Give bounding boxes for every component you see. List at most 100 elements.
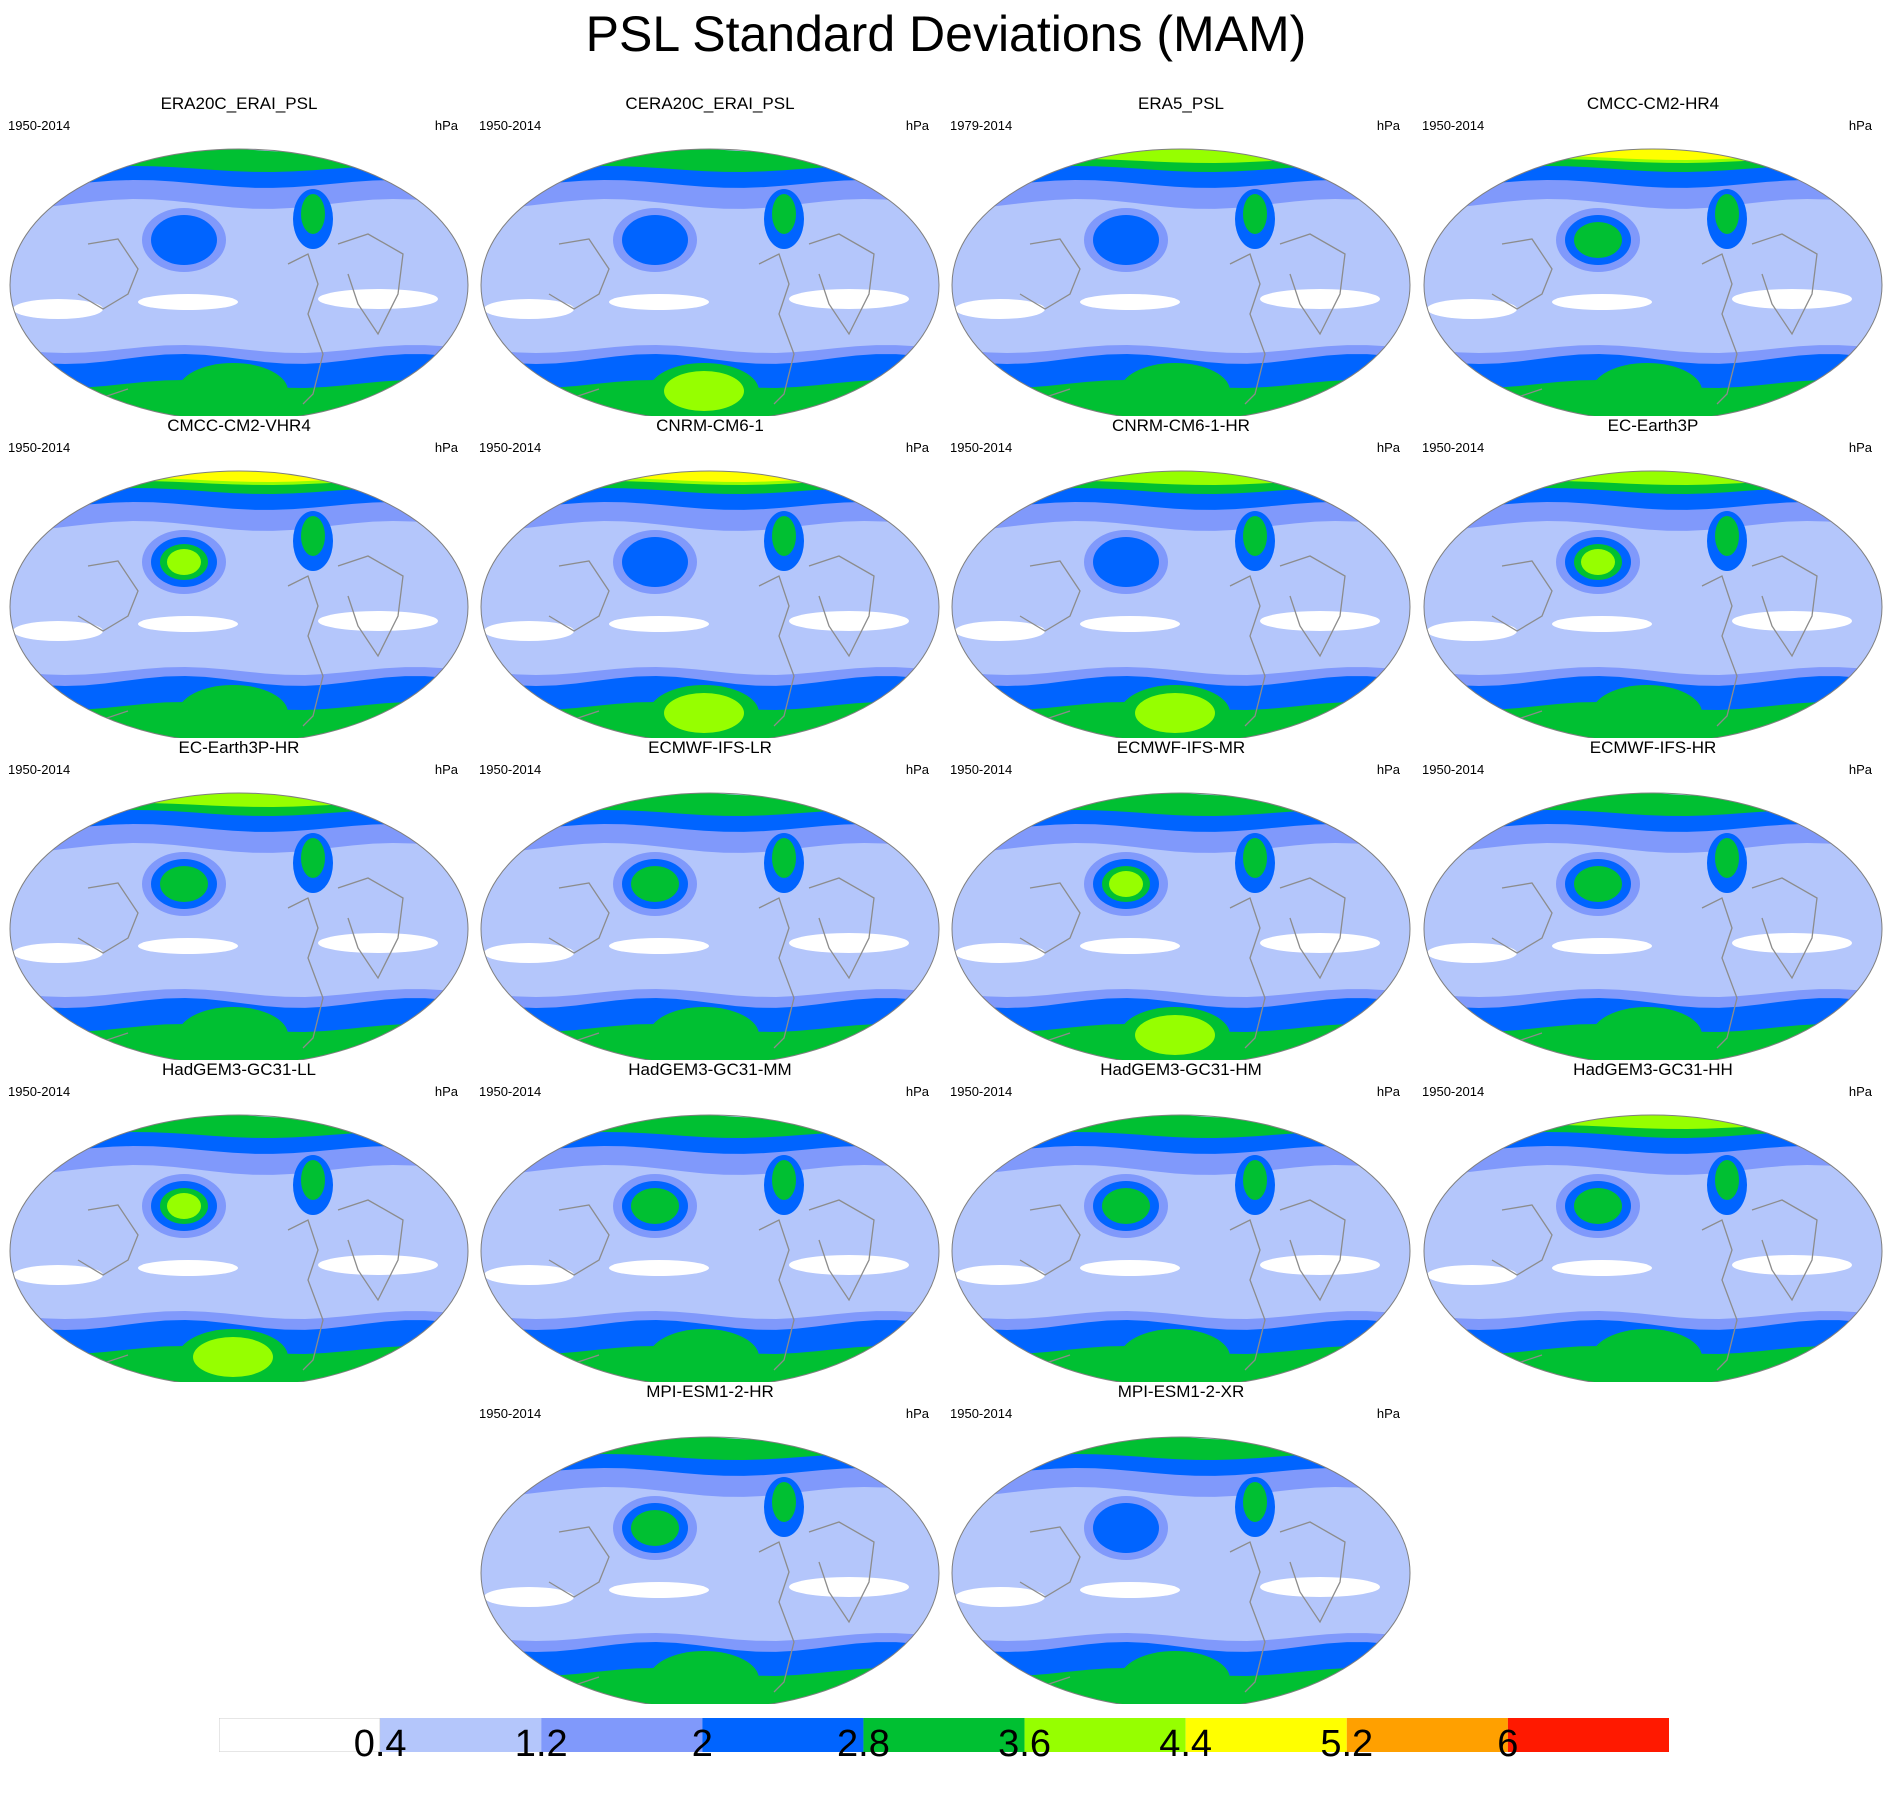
colorbar xyxy=(219,1718,1669,1752)
panel-title: ECMWF-IFS-LR xyxy=(648,738,772,757)
low-variance-patch xyxy=(609,938,709,954)
sh-center-ring xyxy=(1120,363,1230,416)
low-variance-patch xyxy=(789,1577,909,1597)
nh-band-green xyxy=(952,1437,1410,1460)
nh-center-core xyxy=(1109,871,1143,897)
atlantic-low-core xyxy=(1243,838,1267,878)
coastline xyxy=(1751,1199,1818,1302)
panel-period: 1950-2014 xyxy=(8,1084,71,1099)
map-panel: ECMWF-IFS-HR 1950-2014 hPa xyxy=(1422,738,1884,1060)
low-variance-patch xyxy=(955,299,1045,319)
map-globe xyxy=(1423,148,1883,416)
atlantic-low-core xyxy=(301,194,325,234)
colorbar-tick-label: 5.2 xyxy=(1320,1723,1374,1765)
coastline xyxy=(758,1219,795,1371)
coastline xyxy=(1701,253,1738,405)
panel-title: EC-Earth3P-HR xyxy=(178,738,300,757)
coastline xyxy=(337,233,404,336)
nh-center-core xyxy=(631,1510,679,1546)
coastline xyxy=(1279,555,1346,658)
panel-title: MPI-ESM1-2-XR xyxy=(1117,1382,1245,1401)
panel-title: ECMWF-IFS-MR xyxy=(1116,738,1246,757)
low-variance-patch xyxy=(318,289,438,309)
low-variance-patch xyxy=(789,289,909,309)
panel-period: 1950-2014 xyxy=(8,440,71,455)
coastline xyxy=(1751,233,1818,336)
low-variance-patch xyxy=(1732,611,1852,631)
low-variance-patch xyxy=(1552,294,1652,310)
sh-center-ring xyxy=(1592,1329,1702,1382)
nh-center-core xyxy=(1574,866,1622,902)
coastline xyxy=(1229,1219,1266,1371)
nh-center-core xyxy=(1581,549,1615,575)
coastline xyxy=(1701,575,1738,727)
panel-period: 1950-2014 xyxy=(479,1084,542,1099)
map-border xyxy=(1423,1114,1883,1382)
coastline xyxy=(758,1541,795,1693)
low-variance-patch xyxy=(138,1260,238,1276)
low-variance-patch xyxy=(1732,289,1852,309)
coastline xyxy=(548,560,610,632)
map-border xyxy=(480,470,940,738)
nh-band-green xyxy=(481,149,939,172)
nh-band-green xyxy=(952,1115,1410,1138)
coastline xyxy=(1491,882,1553,954)
coastline xyxy=(1701,1219,1738,1371)
low-variance-patch xyxy=(1427,1265,1517,1285)
colorbar-segment xyxy=(863,1718,1025,1752)
atlantic-low-core xyxy=(1715,516,1739,556)
map-panel: EC-Earth3P-HR 1950-2014 hPa xyxy=(8,738,470,1060)
panel-units: hPa xyxy=(434,440,458,455)
coastline xyxy=(1701,897,1738,1049)
map-globe xyxy=(951,1114,1411,1382)
low-variance-patch xyxy=(1080,1260,1180,1276)
coastline xyxy=(548,238,610,310)
map-border xyxy=(9,1114,469,1382)
nh-band-green xyxy=(10,149,468,172)
sh-center-ring xyxy=(1592,685,1702,738)
colorbar-segment xyxy=(541,1718,703,1752)
coastline xyxy=(77,238,139,310)
sh-center-ring xyxy=(1592,1007,1702,1060)
coastline xyxy=(77,882,139,954)
coastline xyxy=(1491,238,1553,310)
coastline xyxy=(1229,1541,1266,1693)
map-panel: EC-Earth3P 1950-2014 hPa xyxy=(1422,416,1884,738)
panel-units: hPa xyxy=(1376,1084,1400,1099)
map-panel: CERA20C_ERAI_PSL 1950-2014 hPa xyxy=(479,94,941,416)
panel-units: hPa xyxy=(434,1084,458,1099)
map-globe xyxy=(951,1436,1411,1704)
map-border xyxy=(951,792,1411,1060)
atlantic-low-core xyxy=(772,516,796,556)
map-globe xyxy=(9,792,469,1060)
atlantic-low-core xyxy=(301,1160,325,1200)
low-variance-patch xyxy=(789,1255,909,1275)
low-variance-patch xyxy=(318,611,438,631)
low-variance-patch xyxy=(1427,299,1517,319)
nh-center-core xyxy=(1574,222,1622,258)
coastline xyxy=(1491,1204,1553,1276)
nh-band-green xyxy=(481,1437,939,1460)
coastline xyxy=(337,877,404,980)
panel-period: 1950-2014 xyxy=(479,440,542,455)
sh-center-ring xyxy=(649,1651,759,1704)
low-variance-patch xyxy=(1080,294,1180,310)
coastline xyxy=(808,233,875,336)
map-panel: CNRM-CM6-1 1950-2014 hPa xyxy=(479,416,941,738)
low-variance-patch xyxy=(789,933,909,953)
low-variance-patch xyxy=(13,1265,103,1285)
map-border xyxy=(951,470,1411,738)
atlantic-low-core xyxy=(1715,194,1739,234)
nh-center-ring xyxy=(622,215,688,265)
low-variance-patch xyxy=(138,616,238,632)
low-variance-patch xyxy=(955,943,1045,963)
sh-center-core xyxy=(193,1337,273,1377)
low-variance-patch xyxy=(318,933,438,953)
panel-units: hPa xyxy=(434,118,458,133)
panel-title: HadGEM3-GC31-LL xyxy=(161,1060,316,1079)
coastline xyxy=(287,1219,324,1371)
map-border xyxy=(951,1114,1411,1382)
atlantic-low-core xyxy=(772,194,796,234)
coastline xyxy=(1491,560,1553,632)
map-globe xyxy=(9,148,469,416)
